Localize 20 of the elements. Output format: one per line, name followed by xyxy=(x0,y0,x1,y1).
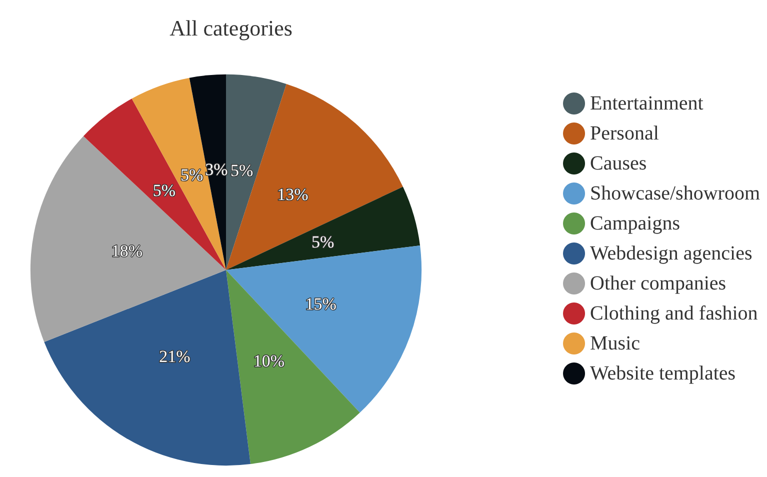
chart-title: All categories xyxy=(170,16,292,40)
legend-label: Campaigns xyxy=(590,212,680,234)
data-label: 5% xyxy=(152,180,176,200)
data-label: 5% xyxy=(180,166,204,185)
legend-label: Music xyxy=(590,332,640,354)
data-label: 5% xyxy=(311,232,334,252)
legend-label: Clothing and fashion xyxy=(590,302,758,324)
legend-label: Entertainment xyxy=(590,92,704,114)
data-label: 18% xyxy=(111,242,143,261)
legend-label: Website templates xyxy=(590,362,736,384)
data-label: 13% xyxy=(277,184,308,204)
legend-label: Personal xyxy=(590,122,660,144)
data-label: 21% xyxy=(159,347,190,366)
legend-label: Causes xyxy=(590,152,647,174)
legend-label: Showcase/showroom xyxy=(590,182,760,204)
data-label: 10% xyxy=(253,352,284,371)
legend-label: Other companies xyxy=(590,272,726,294)
data-label: 5% xyxy=(230,160,254,180)
legend-label: Webdesign agencies xyxy=(590,242,752,264)
data-label: 15% xyxy=(305,294,336,314)
